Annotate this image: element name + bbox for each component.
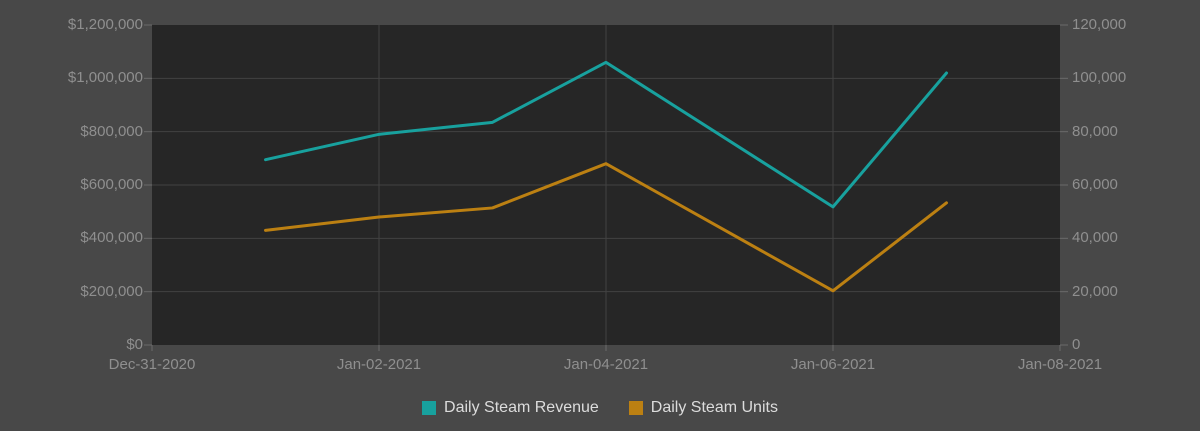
- series-line-daily-steam-units[interactable]: [264, 162, 948, 293]
- y-axis-left-label: $0: [126, 336, 143, 353]
- legend-item-daily-steam-units[interactable]: Daily Steam Units: [628, 398, 778, 418]
- y-axis-left-label: $200,000: [80, 282, 143, 300]
- y-axis-right-label: 80,000: [1072, 122, 1118, 140]
- y-axis-right-label: 60,000: [1072, 176, 1118, 193]
- x-axis-label: Jan-06-2021: [790, 356, 876, 373]
- y-axis-right-label: 0: [1072, 336, 1081, 353]
- x-axis-label: Jan-02-2021: [336, 356, 422, 373]
- y-axis-right-label: 20,000: [1072, 282, 1118, 300]
- y-axis-right-label: 120,000: [1072, 16, 1127, 33]
- legend-label: Daily Steam Revenue: [444, 399, 599, 416]
- y-axis-right-label: 40,000: [1072, 229, 1118, 247]
- legend: Daily Steam Revenue Daily Steam Units: [0, 393, 1200, 423]
- x-axis-label: Jan-08-2021: [1017, 356, 1103, 373]
- x-axis-label: Jan-04-2021: [563, 356, 649, 373]
- y-axis-left-label: $1,000,000: [67, 69, 143, 87]
- y-axis-left-label: $600,000: [80, 176, 143, 193]
- y-axis-right-label: 100,000: [1072, 69, 1127, 87]
- legend-item-daily-steam-revenue[interactable]: Daily Steam Revenue: [422, 398, 599, 418]
- y-axis-left-label: $400,000: [80, 229, 143, 247]
- x-axis-label: Dec-31-2020: [108, 356, 196, 373]
- y-axis-left-label: $800,000: [80, 122, 143, 140]
- legend-swatch-daily-steam-revenue: [422, 401, 437, 415]
- series-line-daily-steam-revenue[interactable]: [264, 60, 948, 209]
- legend-label: Daily Steam Units: [650, 399, 778, 416]
- legend-swatch-daily-steam-units: [628, 401, 643, 415]
- y-axis-left-label: $1,200,000: [67, 16, 143, 33]
